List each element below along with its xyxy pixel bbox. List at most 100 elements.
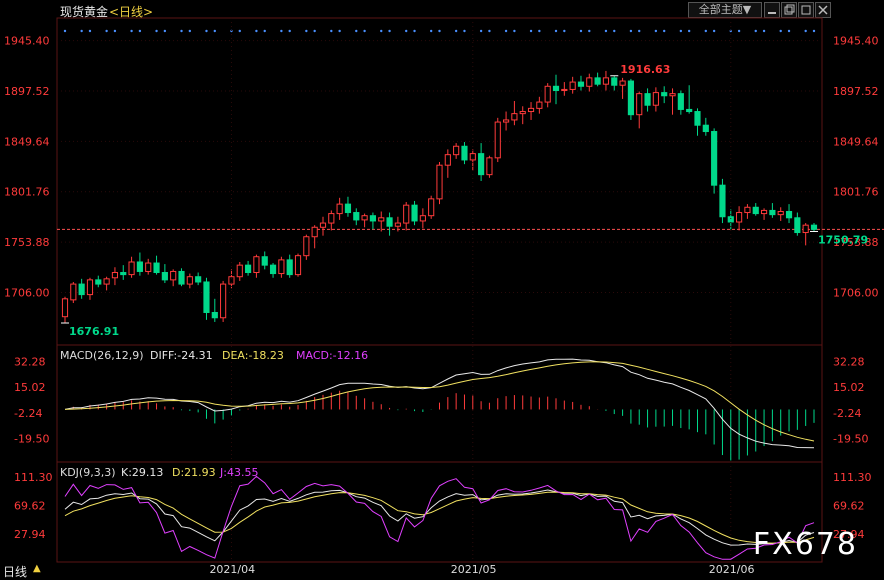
dea-line: [64, 361, 815, 442]
price-tick-left: 1801.76: [4, 186, 50, 199]
event-dot: [812, 29, 816, 33]
event-dot: [355, 29, 358, 33]
macd-tick-right: -2.24: [833, 407, 861, 420]
event-dot: [280, 29, 283, 33]
event-dot: [679, 29, 683, 33]
candle-body: [636, 93, 643, 116]
event-dot: [255, 29, 258, 33]
event-dot: [663, 29, 666, 33]
kdj-tick-left: 111.30: [14, 471, 53, 484]
candle-body: [519, 111, 526, 115]
candle-body: [245, 264, 252, 274]
candle-body: [161, 272, 168, 281]
candle-body: [461, 145, 468, 161]
macd-tick-right: 15.02: [833, 381, 865, 394]
candle-body: [203, 281, 210, 313]
candle-body: [195, 276, 202, 283]
candle-body: [744, 206, 751, 214]
candle-body: [178, 270, 185, 285]
candle-body: [128, 261, 135, 276]
candle-body: [136, 261, 143, 272]
event-dot: [230, 29, 233, 33]
candle-body: [527, 107, 535, 113]
candle-body: [278, 259, 285, 275]
price-tick-right: 1706.00: [833, 286, 879, 299]
candle-body: [785, 210, 793, 219]
candle-body: [453, 145, 460, 156]
event-dot: [438, 29, 441, 33]
macd-tick-left: -19.50: [14, 432, 49, 445]
candle-body: [361, 215, 368, 221]
candle-body: [702, 124, 709, 133]
chevron-down-icon: ▼: [742, 3, 752, 16]
macd-tick-left: -2.24: [14, 407, 42, 420]
macd-value-label: MACD:-12.16: [296, 349, 368, 362]
candle-body: [478, 153, 485, 176]
candle-body: [170, 270, 177, 281]
event-dot: [638, 29, 641, 33]
candle-body: [644, 93, 651, 106]
low-annotation: 1676.91: [69, 325, 119, 338]
event-dot: [288, 29, 291, 33]
maximize-button[interactable]: [798, 2, 814, 18]
candle-body: [736, 212, 743, 223]
candle-body: [228, 276, 235, 285]
event-dot: [529, 29, 533, 33]
candle-body: [286, 259, 293, 276]
candle-body: [319, 222, 327, 228]
candle-body: [511, 113, 518, 121]
event-dot: [454, 29, 458, 33]
candle-body: [494, 121, 501, 159]
diff-line: [64, 358, 815, 449]
candle-body: [95, 279, 102, 285]
price-tick-right: 1945.40: [833, 35, 879, 48]
instrument-name: 现货黄金: [60, 5, 109, 19]
candle-body: [103, 278, 110, 285]
event-dot: [330, 29, 333, 33]
event-dot: [163, 29, 167, 33]
candle-body: [303, 236, 310, 257]
candle-body: [428, 198, 435, 217]
candle-body: [236, 264, 243, 278]
kdj-tick-right: 69.62: [833, 499, 865, 512]
theme-selector[interactable]: 全部主题▼: [688, 2, 762, 18]
price-tick-left: 1753.88: [4, 236, 50, 249]
d-value-label: D:21.93: [172, 466, 216, 479]
candle-body: [727, 216, 734, 223]
event-dot: [488, 29, 491, 33]
event-dot: [130, 29, 133, 33]
candle-body: [311, 226, 318, 238]
candle-body: [810, 224, 818, 230]
event-dot: [513, 29, 516, 33]
macd-title: MACD(26,12,9): [60, 349, 144, 362]
bottom-period-label[interactable]: 日线: [3, 565, 28, 579]
candle-body: [220, 283, 227, 319]
candle-body: [586, 77, 593, 87]
candle-body: [211, 311, 218, 319]
candle-body: [61, 298, 69, 318]
date-tick: 2021/05: [451, 563, 497, 576]
candle-body: [552, 85, 560, 91]
macd-tick-left: 32.28: [14, 355, 46, 368]
up-arrow-icon[interactable]: ▲: [33, 563, 41, 574]
candle-body: [294, 255, 302, 276]
close-button[interactable]: [815, 2, 831, 18]
candle-body: [569, 81, 576, 90]
candle-body: [469, 153, 476, 161]
price-tick-right: 1849.64: [833, 135, 879, 148]
candle-body: [111, 272, 119, 279]
period-label[interactable]: <日线>: [109, 5, 154, 19]
candle-body: [536, 101, 543, 109]
event-dot: [380, 29, 383, 33]
maximize-icon: [801, 5, 811, 15]
price-tick-left: 1706.00: [4, 286, 50, 299]
event-dot: [180, 29, 183, 33]
candle-body: [561, 88, 568, 91]
event-dot: [88, 29, 92, 33]
event-dot: [604, 29, 608, 33]
restore-icon: [784, 4, 795, 15]
event-dot: [504, 29, 508, 33]
minimize-button[interactable]: [764, 2, 780, 18]
restore-button[interactable]: [781, 2, 797, 18]
event-dot: [413, 29, 416, 33]
